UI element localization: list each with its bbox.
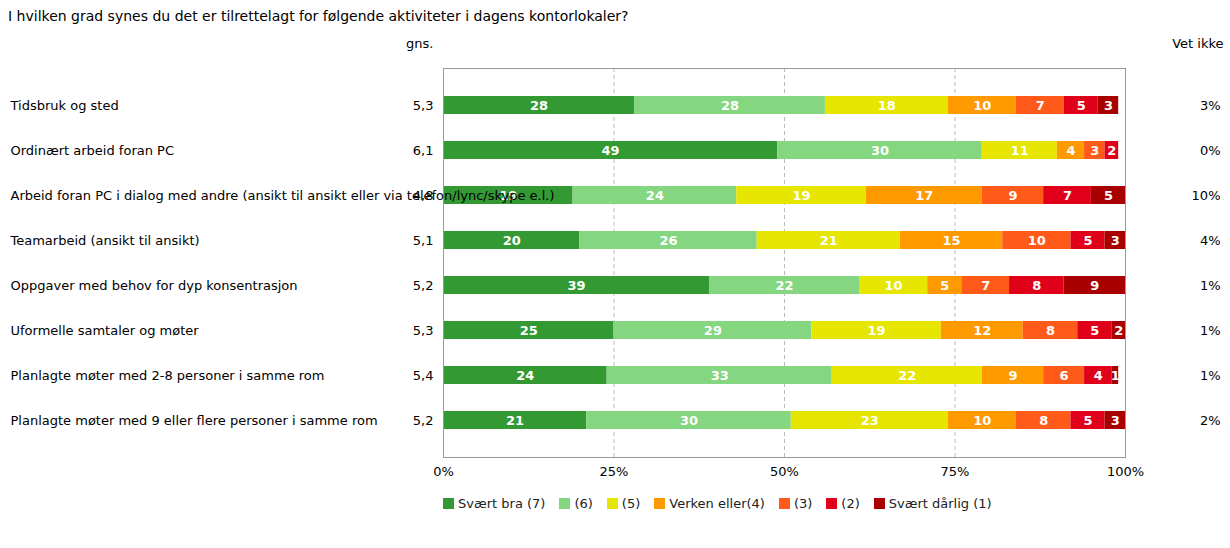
svg-text:11: 11 [1011, 143, 1029, 158]
svg-text:5: 5 [1083, 413, 1092, 428]
svg-text:Oppgaver med behov for dyp kon: Oppgaver med behov for dyp konsentrasjon [11, 278, 298, 293]
svg-text:5: 5 [1077, 98, 1086, 113]
svg-text:9: 9 [1090, 278, 1099, 293]
html-text:Svært bra (7): Svært bra (7) [458, 496, 546, 511]
svg-text:24: 24 [646, 188, 664, 203]
svg-text:10: 10 [1028, 233, 1046, 248]
svg-text:Arbeid foran PC i dialog med a: Arbeid foran PC i dialog med andre (ansi… [11, 188, 555, 203]
svg-text:10: 10 [885, 278, 903, 293]
svg-text:75%: 75% [941, 464, 970, 479]
svg-text:3: 3 [1104, 98, 1113, 113]
svg-text:9: 9 [1008, 188, 1017, 203]
svg-text:5,1: 5,1 [413, 233, 434, 248]
svg-text:7: 7 [981, 278, 990, 293]
svg-text:12: 12 [973, 323, 991, 338]
html-text:(2): (2) [841, 496, 860, 511]
svg-text:8: 8 [1039, 413, 1048, 428]
svg-text:100%: 100% [1107, 464, 1144, 479]
svg-text:5: 5 [940, 278, 949, 293]
svg-text:17: 17 [915, 188, 933, 203]
svg-text:33: 33 [711, 368, 729, 383]
svg-text:25%: 25% [600, 464, 629, 479]
svg-text:2: 2 [1114, 323, 1123, 338]
svg-text:19: 19 [793, 188, 811, 203]
svg-text:10: 10 [973, 413, 991, 428]
svg-text:5: 5 [1083, 233, 1092, 248]
svg-text:1%: 1% [1200, 323, 1221, 338]
svg-text:39: 39 [567, 278, 585, 293]
svg-text:3: 3 [1111, 413, 1120, 428]
svg-text:30: 30 [680, 413, 698, 428]
svg-text:5,3: 5,3 [413, 98, 434, 113]
svg-text:Planlagte møter med 2-8 person: Planlagte møter med 2-8 personer i samme… [11, 368, 325, 383]
svg-text:Teamarbeid (ansikt til ansikt): Teamarbeid (ansikt til ansikt) [10, 233, 200, 248]
svg-text:0%: 0% [433, 464, 454, 479]
svg-text:28: 28 [530, 98, 548, 113]
svg-text:19: 19 [868, 323, 886, 338]
svg-text:7: 7 [1036, 98, 1045, 113]
html-text:Verken eller(4): Verken eller(4) [669, 496, 765, 511]
svg-text:Ordinært arbeid foran PC: Ordinært arbeid foran PC [11, 143, 174, 158]
html-text:I hvilken grad synes du det er: I hvilken grad synes du det er tilrettel… [8, 8, 629, 24]
svg-text:29: 29 [704, 323, 722, 338]
svg-text:8: 8 [1032, 278, 1041, 293]
svg-text:5,4: 5,4 [413, 368, 434, 383]
svg-text:1%: 1% [1200, 278, 1221, 293]
svg-text:4,8: 4,8 [413, 188, 434, 203]
svg-text:7: 7 [1063, 188, 1072, 203]
html-text:(6): (6) [574, 496, 593, 511]
html-text:(5): (5) [621, 496, 641, 511]
svg-text:23: 23 [861, 413, 879, 428]
svg-text:22: 22 [898, 368, 916, 383]
svg-text:5,3: 5,3 [413, 323, 434, 338]
svg-text:49: 49 [602, 143, 620, 158]
svg-text:1%: 1% [1200, 368, 1221, 383]
svg-text:50%: 50% [770, 464, 799, 479]
svg-text:4%: 4% [1200, 233, 1221, 248]
svg-text:30: 30 [871, 143, 889, 158]
svg-text:6,1: 6,1 [413, 143, 434, 158]
svg-text:10: 10 [973, 98, 991, 113]
svg-text:Uformelle samtaler og møter: Uformelle samtaler og møter [11, 323, 200, 338]
svg-text:2: 2 [1107, 143, 1116, 158]
svg-text:8: 8 [1046, 323, 1055, 338]
svg-text:0%: 0% [1200, 143, 1221, 158]
svg-text:26: 26 [660, 233, 678, 248]
svg-text:6: 6 [1060, 368, 1069, 383]
svg-text:5: 5 [1090, 323, 1099, 338]
html-text:Svært dårlig (1): Svært dårlig (1) [888, 496, 992, 511]
svg-text:Vet ikke: Vet ikke [1172, 36, 1223, 51]
svg-text:4: 4 [1066, 143, 1075, 158]
svg-text:9: 9 [1008, 368, 1017, 383]
svg-text:22: 22 [775, 278, 793, 293]
svg-text:3: 3 [1090, 143, 1099, 158]
svg-text:18: 18 [878, 98, 896, 113]
svg-text:10%: 10% [1192, 188, 1221, 203]
svg-text:Tidsbruk og sted: Tidsbruk og sted [10, 98, 119, 113]
svg-text:3: 3 [1111, 233, 1120, 248]
svg-text:1: 1 [1111, 368, 1120, 383]
svg-text:3%: 3% [1200, 98, 1221, 113]
svg-text:20: 20 [503, 233, 521, 248]
svg-text:4: 4 [1094, 368, 1103, 383]
svg-text:21: 21 [506, 413, 524, 428]
svg-text:5,2: 5,2 [413, 413, 434, 428]
svg-text:28: 28 [721, 98, 739, 113]
svg-text:15: 15 [943, 233, 961, 248]
svg-text:2%: 2% [1200, 413, 1221, 428]
svg-text:21: 21 [820, 233, 838, 248]
svg-text:5: 5 [1104, 188, 1113, 203]
svg-text:25: 25 [520, 323, 538, 338]
svg-text:24: 24 [516, 368, 534, 383]
svg-text:5,2: 5,2 [413, 278, 434, 293]
svg-text:Planlagte møter med 9 eller fl: Planlagte møter med 9 eller flere person… [11, 413, 378, 428]
html-text:(3): (3) [793, 496, 813, 511]
svg-text:gns.: gns. [406, 36, 433, 51]
